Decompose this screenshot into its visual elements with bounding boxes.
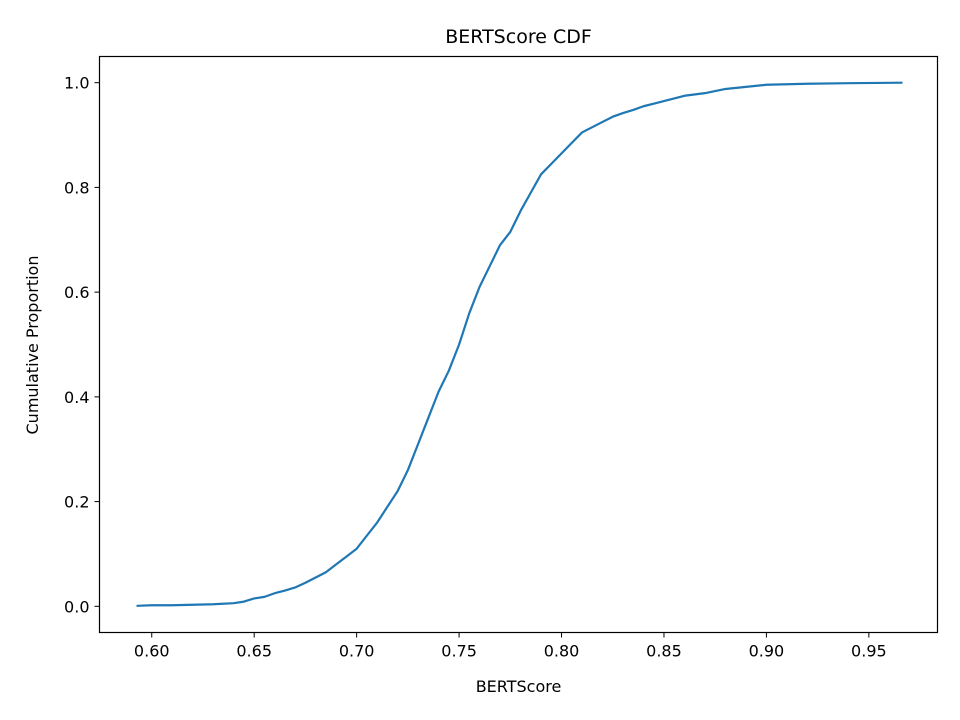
- x-tick-label: 0.85: [646, 642, 682, 661]
- x-tick-label: 0.90: [749, 642, 785, 661]
- x-tick-label: 0.70: [339, 642, 375, 661]
- y-tick-label: 0.8: [64, 178, 89, 197]
- plot-area: [136, 81, 903, 607]
- x-tick-label: 0.95: [851, 642, 887, 661]
- y-tick-label: 1.0: [64, 74, 89, 93]
- cdf-line: [136, 81, 903, 607]
- y-axis: 0.0 0.2 0.4 0.6 0.8 1.0: [64, 74, 100, 616]
- x-tick-label: 0.80: [544, 642, 580, 661]
- x-tick-label: 0.75: [441, 642, 477, 661]
- x-tick-label: 0.60: [134, 642, 170, 661]
- y-tick-label: 0.0: [64, 597, 89, 616]
- x-axis-label: BERTScore: [476, 677, 562, 696]
- x-axis: 0.60 0.65 0.70 0.75 0.80 0.85 0.90 0.95: [134, 632, 887, 661]
- y-tick-label: 0.4: [64, 388, 89, 407]
- y-tick-label: 0.6: [64, 283, 89, 302]
- plot-frame: [98, 55, 939, 634]
- y-tick-label: 0.2: [64, 493, 89, 512]
- y-axis-label: Cumulative Proportion: [23, 256, 42, 435]
- x-tick-label: 0.65: [236, 642, 272, 661]
- chart-title: BERTScore CDF: [445, 26, 592, 48]
